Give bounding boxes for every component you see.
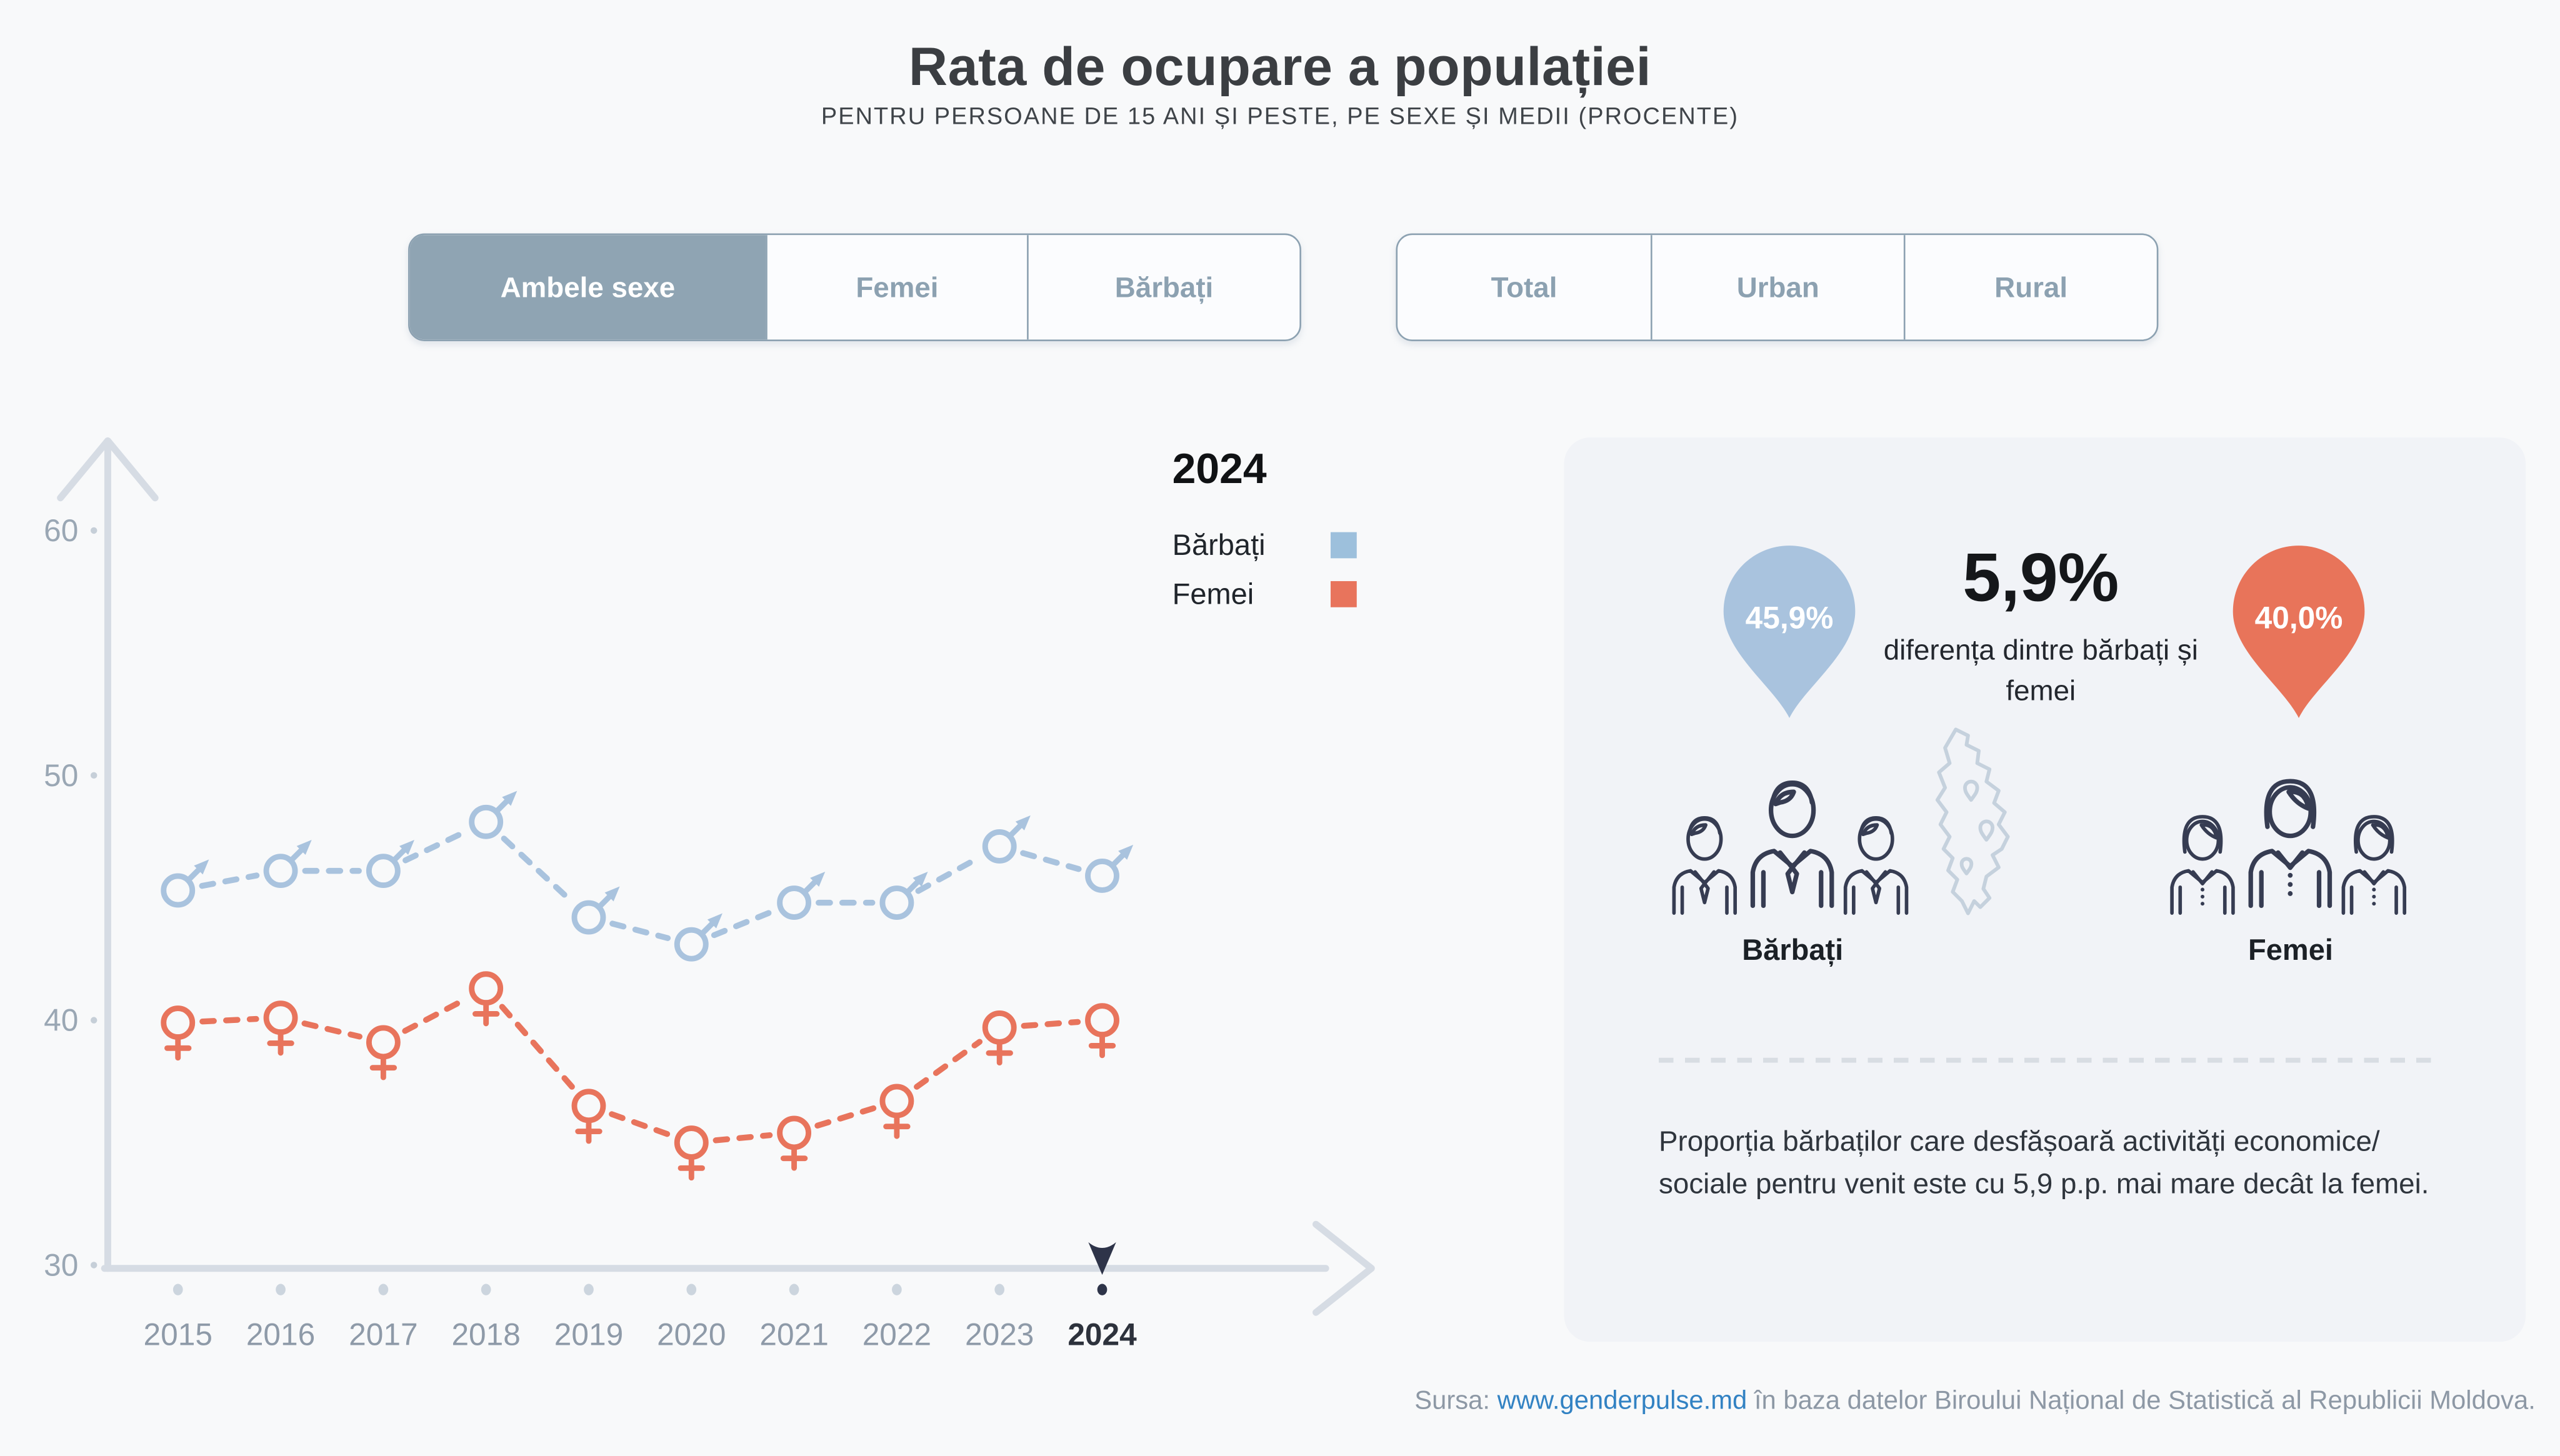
source-line: Sursa: www.genderpulse.md în baza datelo… (0, 1387, 2536, 1417)
group-label-barbati: Bărbați (1742, 934, 1844, 967)
men-group-icon (1662, 767, 1923, 922)
toggle-label: Ambele sexe (500, 270, 676, 303)
svg-text:2020: 2020 (657, 1317, 726, 1352)
source-suffix: în baza datelor Biroului Național de Sta… (1754, 1387, 2536, 1415)
svg-text:2024: 2024 (1068, 1317, 1137, 1352)
difference-caption: diferența dintre bărbați și femei (1883, 633, 2198, 708)
svg-text:40: 40 (44, 1003, 78, 1038)
toggle-rural[interactable]: Rural (1903, 235, 2157, 340)
source-link[interactable]: www.genderpulse.md (1497, 1387, 1748, 1415)
panel-note: Proporția bărbaților care desfășoară act… (1659, 1124, 2429, 1200)
toggle-label: Rural (1994, 270, 2068, 303)
toggle-femei[interactable]: Femei (766, 235, 1027, 340)
toggle-barbati[interactable]: Bărbați (1027, 235, 1299, 340)
toggle-ambele-sexe[interactable]: Ambele sexe (409, 235, 766, 340)
sex-toggle-group: Ambele sexe Femei Bărbați (408, 233, 1301, 341)
legend-item-femei: Femei (1172, 575, 1368, 614)
page-subtitle: PENTRU PERSOANE DE 15 ANI ȘI PESTE, PE S… (821, 104, 1739, 131)
legend-year: 2024 (1172, 444, 1267, 493)
toggle-label: Urban (1736, 270, 1819, 303)
source-prefix: Sursa: (1414, 1387, 1491, 1415)
svg-text:2023: 2023 (965, 1317, 1034, 1352)
page-title: Rata de ocupare a populației (908, 36, 1652, 97)
svg-text:2015: 2015 (144, 1317, 212, 1352)
area-toggle-group: Total Urban Rural (1396, 233, 2159, 341)
svg-text:50: 50 (44, 758, 78, 793)
women-group-icon (2160, 767, 2421, 922)
pin-value-barbati: 45,9% (1745, 602, 1834, 637)
svg-text:2019: 2019 (554, 1317, 623, 1352)
toggle-label: Bărbați (1114, 270, 1214, 303)
dashed-divider (1659, 1057, 2433, 1063)
svg-text:2018: 2018 (451, 1317, 520, 1352)
map-pin-barbati-icon (1723, 546, 1856, 718)
moldova-map-icon (1935, 727, 2010, 915)
svg-text:2016: 2016 (246, 1317, 315, 1352)
toggle-label: Total (1491, 270, 1558, 303)
toggle-label: Femei (856, 270, 939, 303)
group-label-femei: Femei (2248, 934, 2333, 967)
svg-text:30: 30 (44, 1247, 78, 1282)
map-pin-femei-icon (2232, 546, 2365, 718)
legend-label: Bărbați (1172, 528, 1266, 561)
svg-text:60: 60 (44, 513, 78, 548)
legend-item-barbati: Bărbați (1172, 526, 1368, 565)
legend-swatch-barbati (1330, 532, 1357, 559)
svg-text:2017: 2017 (349, 1317, 418, 1352)
legend-label: Femei (1172, 577, 1254, 610)
toggle-urban[interactable]: Urban (1650, 235, 1904, 340)
toggle-total[interactable]: Total (1398, 235, 1651, 339)
legend-swatch-femei (1330, 581, 1357, 607)
employment-rate-line-chart: 30 40 50 60 2015 2016 2017 2018 2019 2020 2021 2022… (44, 437, 1375, 1352)
svg-text:2022: 2022 (862, 1317, 931, 1352)
difference-value: 5,9% (1962, 539, 2119, 616)
summary-panel (1564, 437, 2526, 1342)
pin-value-femei: 40,0% (2254, 602, 2343, 637)
svg-text:2021: 2021 (759, 1317, 828, 1352)
